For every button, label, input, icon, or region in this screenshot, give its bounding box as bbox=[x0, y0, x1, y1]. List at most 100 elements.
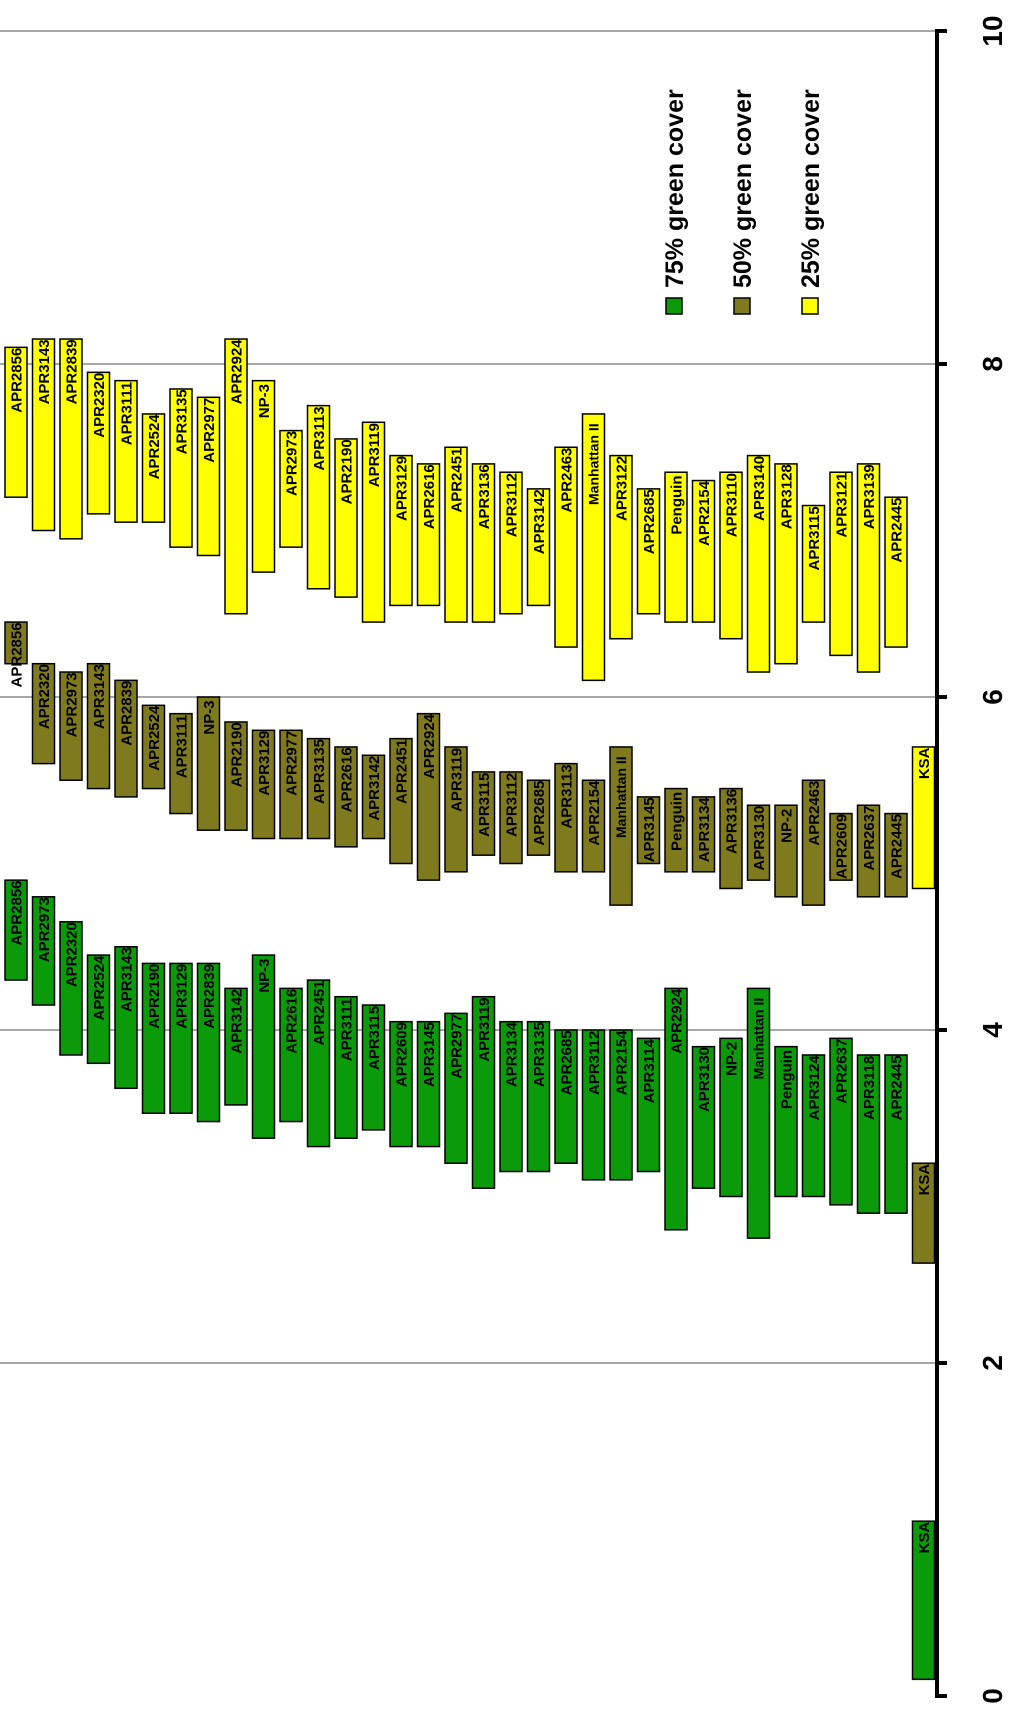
bar-label: APR3130 bbox=[751, 806, 768, 871]
bar-group: APR3142 bbox=[526, 488, 551, 607]
bar-label: APR3114 bbox=[641, 1038, 658, 1103]
bar-group: NP-2 bbox=[719, 1037, 743, 1198]
bar bbox=[499, 471, 523, 615]
bar-group: Manhattan II bbox=[609, 746, 633, 906]
bar-group: APR2685 bbox=[554, 1029, 578, 1164]
bar-label: APR2320 bbox=[91, 373, 108, 438]
bar-group: APR3122 bbox=[609, 454, 633, 640]
bar bbox=[609, 746, 633, 906]
bar bbox=[279, 729, 303, 840]
bar-group: APR2609 bbox=[389, 1020, 413, 1148]
bar-label: APR3142 bbox=[228, 989, 245, 1054]
legend-label: 75% green cover bbox=[661, 89, 689, 288]
bar-label: APR2190 bbox=[146, 964, 163, 1029]
bar-group: APR3129 bbox=[251, 729, 276, 840]
bar-group: APR2524 bbox=[86, 954, 111, 1065]
bar-label: APR2839 bbox=[201, 964, 218, 1029]
bar-label: APR2973 bbox=[36, 897, 53, 962]
tick-label: 6 bbox=[977, 689, 1008, 705]
bar-group: APR2609 bbox=[829, 812, 853, 881]
bar bbox=[306, 737, 331, 840]
bar bbox=[251, 729, 276, 840]
bar-group: APR2451 bbox=[389, 737, 413, 865]
bar-group: APR2839 bbox=[114, 679, 138, 798]
bar-group: APR3129 bbox=[169, 962, 193, 1115]
bar-label: APR3115 bbox=[476, 773, 493, 837]
bar-label: NP-2 bbox=[723, 1042, 740, 1076]
bar-label: APR2451 bbox=[311, 980, 328, 1045]
bar bbox=[609, 454, 633, 640]
bar-label: APR2637 bbox=[861, 806, 878, 871]
bar-group: APR2320 bbox=[86, 371, 111, 515]
bar-group: NP-3 bbox=[196, 696, 221, 831]
bar bbox=[746, 987, 771, 1239]
bar-group: APR2451 bbox=[444, 446, 468, 623]
tick-label: 0 bbox=[977, 1688, 1008, 1704]
bar-group: APR3115 bbox=[801, 504, 826, 623]
bar-label: APR3111 bbox=[338, 998, 355, 1061]
bar bbox=[911, 1520, 936, 1681]
bar-label: APR2924 bbox=[668, 988, 685, 1054]
bar-group: APR2320 bbox=[31, 662, 56, 765]
bar bbox=[4, 346, 28, 498]
bar-group: APR3128 bbox=[774, 463, 798, 665]
bar-label: APR2856 bbox=[8, 348, 25, 413]
bar bbox=[911, 746, 936, 890]
bar-group: APR3134 bbox=[691, 796, 716, 873]
bar-group: APR3129 bbox=[389, 454, 413, 607]
bar-label: NP-2 bbox=[778, 809, 795, 843]
bar-group: APR2616 bbox=[334, 746, 358, 848]
bar-group: APR3121 bbox=[829, 471, 853, 657]
bar bbox=[86, 662, 111, 790]
bar-label: Penguin bbox=[668, 792, 685, 851]
bar-label: APR3142 bbox=[366, 756, 383, 821]
bar-label: APR3143 bbox=[36, 339, 53, 404]
bar bbox=[499, 1020, 523, 1173]
bar-group: APR2445 bbox=[884, 496, 908, 648]
bar-label: NP-3 bbox=[256, 958, 273, 992]
bar bbox=[169, 712, 193, 815]
bar bbox=[884, 812, 908, 898]
bar-group: APR2977 bbox=[279, 729, 303, 840]
bar-group: APR3135 bbox=[306, 737, 331, 840]
bar-label: APR2839 bbox=[118, 681, 135, 746]
bar bbox=[884, 496, 908, 648]
bar-group: APR2445 bbox=[884, 812, 908, 898]
bar-label: APR2685 bbox=[558, 1030, 575, 1095]
bar-group: APR3143 bbox=[31, 338, 56, 532]
bar bbox=[361, 754, 386, 840]
bar-group: APR2685 bbox=[526, 779, 551, 856]
bar-group: APR3134 bbox=[499, 1020, 523, 1173]
bar bbox=[801, 1054, 826, 1198]
bar-label: APR2609 bbox=[833, 814, 850, 879]
bar-group: NP-2 bbox=[774, 804, 798, 898]
bar-label: APR2856 bbox=[8, 881, 25, 946]
bar bbox=[224, 987, 248, 1106]
bar-label: APR2445 bbox=[888, 498, 905, 563]
bar-label: NP-3 bbox=[256, 384, 273, 418]
bar-label: APR3129 bbox=[173, 964, 190, 1029]
bar-group: APR3136 bbox=[471, 463, 496, 623]
bar-label: APR3134 bbox=[696, 797, 713, 863]
bar bbox=[251, 379, 276, 573]
bar-label: APR3135 bbox=[531, 1022, 548, 1087]
bar bbox=[169, 962, 193, 1115]
bar-group: NP-3 bbox=[251, 954, 276, 1139]
bar-group: APR2445 bbox=[884, 1054, 908, 1214]
bar bbox=[526, 779, 551, 856]
value-axis: 0 2 4 6 8 10 bbox=[935, 15, 1008, 1704]
bar-label: APR3122 bbox=[613, 456, 630, 521]
bar-label: APR2154 bbox=[586, 780, 603, 846]
bar-label: APR2616 bbox=[338, 747, 355, 812]
bar-label: APR2524 bbox=[146, 705, 163, 771]
bar-label: APR2977 bbox=[283, 731, 300, 796]
bar bbox=[444, 1012, 468, 1164]
bar bbox=[169, 388, 193, 548]
bar-label: APR3143 bbox=[118, 947, 135, 1012]
bar-label: APR2320 bbox=[63, 922, 80, 987]
bar bbox=[334, 746, 358, 848]
bar-group: APR2685 bbox=[636, 488, 661, 615]
bar bbox=[801, 504, 826, 623]
bar bbox=[141, 413, 166, 523]
bar-group: APR3135 bbox=[169, 388, 193, 548]
